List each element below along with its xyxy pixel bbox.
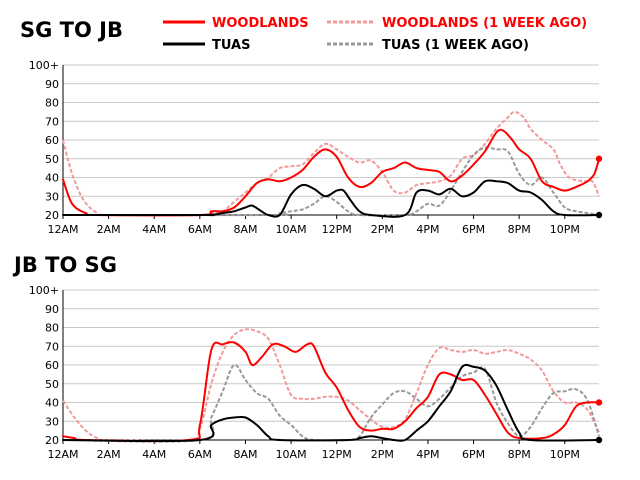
sg-to-jb-x-tick-label: 12AM <box>47 223 78 236</box>
legend-label-woodlands: WOODLANDS <box>212 16 309 31</box>
jb-to-sg-y-tick-label: 60 <box>45 359 59 372</box>
jb-to-sg-series-tuas-1-week-ago <box>62 363 600 443</box>
jb-to-sg-y-tick-label: 70 <box>45 340 59 353</box>
jb-to-sg-y-tick-label: 40 <box>45 397 59 410</box>
jb-to-sg-y-tick-label: 90 <box>45 303 59 316</box>
jb-to-sg-series-tuas <box>62 363 600 443</box>
sg-to-jb-series-woodlands <box>62 128 600 217</box>
chart-title-sg-to-jb: SG TO JB <box>20 18 123 42</box>
jb-to-sg-y-tick-label: 20 <box>45 434 59 447</box>
sg-to-jb-x-tick-label: 2AM <box>97 223 121 236</box>
jb-to-sg-y-tick-label: 80 <box>45 322 59 335</box>
sg-to-jb-y-tick-label: 30 <box>45 190 59 203</box>
jb-to-sg-end-marker-tuas <box>595 436 603 444</box>
jb-to-sg-x-tick-label: 12AM <box>47 448 78 461</box>
legend-label-tuas-1-week-ago: TUAS (1 WEEK AGO) <box>382 38 529 53</box>
sg-to-jb-x-tick-label: 4PM <box>416 223 439 236</box>
sg-to-jb-end-marker-woodlands <box>595 155 603 162</box>
jb-to-sg-x-tick-label: 8PM <box>508 448 531 461</box>
sg-to-jb-x-tick-label: 6PM <box>462 223 485 236</box>
jb-to-sg-y-tick-label: 100+ <box>29 284 59 297</box>
sg-to-jb-x-tick-label: 2PM <box>371 223 394 236</box>
sg-to-jb-x-tick-label: 10PM <box>550 223 580 236</box>
legend-label-tuas: TUAS <box>212 38 250 53</box>
sg-to-jb-y-tick-label: 90 <box>45 78 59 91</box>
legend: WOODLANDS WOODLANDS (1 WEEK AGO) TUAS TU… <box>163 16 587 53</box>
sg-to-jb-y-tick-label: 50 <box>45 153 59 166</box>
sg-to-jb-chart: 20 30 40 50 60 70 80 90 100+ 12AM 2AM 4AM 6AM 8AM 10AM… <box>29 59 603 236</box>
sg-to-jb-y-tick-label: 40 <box>45 172 59 185</box>
sg-to-jb-x-tick-label: 6AM <box>188 223 212 236</box>
jb-to-sg-x-tick-label: 4AM <box>142 448 166 461</box>
jb-to-sg-x-tick-label: 10AM <box>276 448 307 461</box>
jb-to-sg-x-tick-label: 12PM <box>322 448 352 461</box>
sg-to-jb-series-woodlands-1-week-ago <box>62 110 600 217</box>
sg-to-jb-x-tick-label: 10AM <box>276 223 307 236</box>
jb-to-sg-series-woodlands-1-week-ago <box>62 328 600 442</box>
jb-to-sg-x-tick-label: 2PM <box>371 448 394 461</box>
sg-to-jb-y-tick-label: 60 <box>45 134 59 147</box>
chart-title-jb-to-sg: JB TO SG <box>12 253 117 277</box>
jb-to-sg-x-tick-label: 10PM <box>550 448 580 461</box>
jb-to-sg-chart: 20 30 40 50 60 70 80 90 100+ 12AM 2AM 4AM 6AM 8AM 10AM… <box>29 284 603 461</box>
jb-to-sg-x-tick-label: 6PM <box>462 448 485 461</box>
sg-to-jb-x-tick-label: 8PM <box>508 223 531 236</box>
sg-to-jb-end-marker-tuas <box>595 211 603 219</box>
jb-to-sg-x-tick-label: 6AM <box>188 448 212 461</box>
jb-to-sg-x-tick-label: 8AM <box>233 448 257 461</box>
sg-to-jb-y-tick-label: 80 <box>45 97 59 110</box>
sg-to-jb-y-tick-label: 20 <box>45 209 59 222</box>
jb-to-sg-end-marker-woodlands <box>595 399 603 406</box>
jb-to-sg-x-tick-label: 4PM <box>416 448 439 461</box>
sg-to-jb-y-tick-label: 70 <box>45 115 59 128</box>
jb-to-sg-x-tick-label: 2AM <box>97 448 121 461</box>
sg-to-jb-series-tuas-1-week-ago <box>62 146 600 217</box>
jb-to-sg-series-woodlands <box>62 341 600 443</box>
legend-label-woodlands-1-week-ago: WOODLANDS (1 WEEK AGO) <box>382 16 587 31</box>
sg-to-jb-series-tuas <box>62 179 600 218</box>
jb-to-sg-y-tick-label: 30 <box>45 415 59 428</box>
sg-to-jb-x-tick-label: 8AM <box>233 223 257 236</box>
sg-to-jb-x-tick-label: 4AM <box>142 223 166 236</box>
jb-to-sg-y-tick-label: 50 <box>45 378 59 391</box>
sg-to-jb-x-tick-label: 12PM <box>322 223 352 236</box>
sg-to-jb-y-tick-label: 100+ <box>29 59 59 72</box>
